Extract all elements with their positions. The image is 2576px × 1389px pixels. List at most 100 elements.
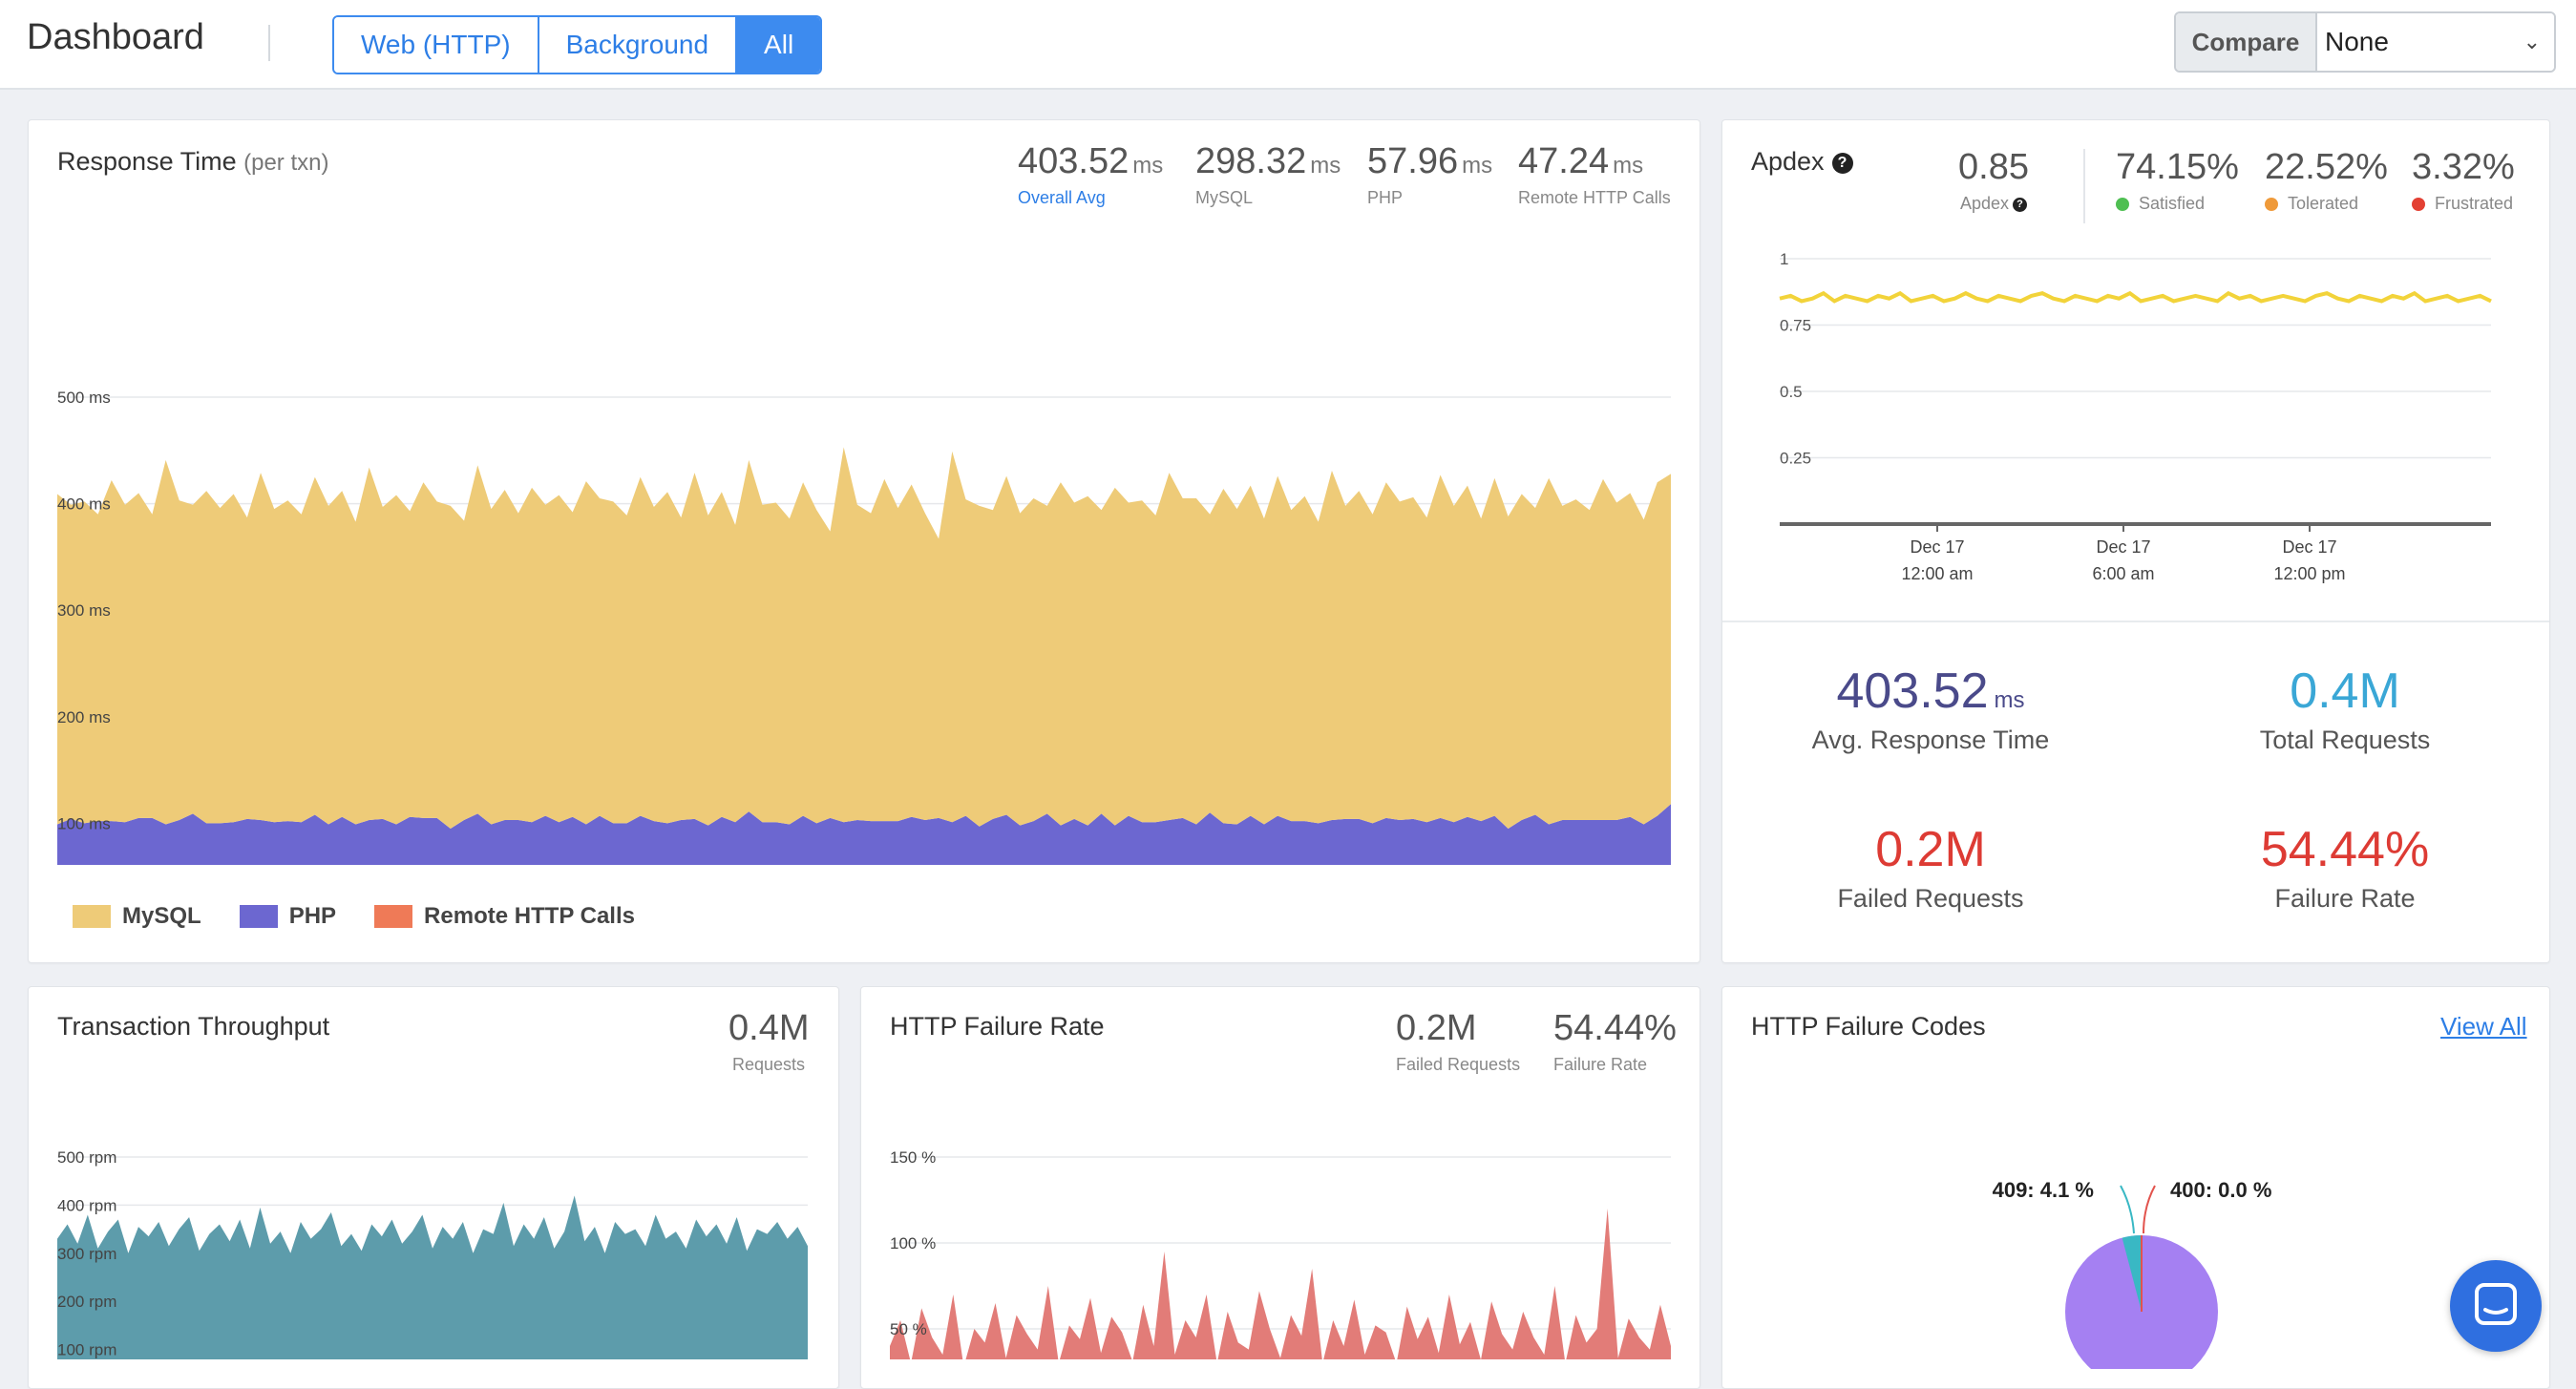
series-area-php[interactable] xyxy=(57,804,1671,865)
apdex-score-label: Apdex xyxy=(1959,194,2009,213)
response-time-title: Response Time (per txn) xyxy=(57,147,328,177)
summary-value: 403.52 xyxy=(1836,663,1989,719)
status-dot xyxy=(2116,198,2129,212)
http-failure-rate-title: HTTP Failure Rate xyxy=(890,1012,1105,1041)
help-icon[interactable]: ? xyxy=(2013,197,2027,212)
legend-label: PHP xyxy=(288,903,337,929)
throughput-chart[interactable]: 500 rpm 400 rpm 300 rpm 200 rpm 100 rpm xyxy=(29,1111,838,1359)
chat-support-button[interactable] xyxy=(2450,1260,2542,1352)
compare-control: Compare None ⌄ xyxy=(2174,11,2556,73)
metric-label: Failed Requests xyxy=(1396,1055,1521,1074)
metric-value: 47.24 xyxy=(1518,141,1610,181)
apdex-score-value: 0.85 xyxy=(1958,147,2029,187)
transaction-type-toggle: Web (HTTP) Background All xyxy=(332,15,823,74)
y-tick-label: 0.75 xyxy=(1780,317,1811,335)
compare-label: Compare xyxy=(2176,13,2317,71)
apdex-stat-label: Frustrated xyxy=(2435,194,2514,213)
metric-label: MySQL xyxy=(1195,188,1254,207)
failure-failure-rate: 54.44% Failure Rate xyxy=(1553,1008,1677,1075)
apdex-chart[interactable]: 1 0.75 0.5 0.25 Dec 17 12:00 am Dec 17 6:00 am D… xyxy=(1722,244,2549,626)
apdex-title-text: Apdex xyxy=(1751,147,1825,176)
apdex-frustrated: 3.32% Frustrated xyxy=(2412,147,2515,214)
metric-unit: ms xyxy=(1613,153,1644,179)
apdex-divider xyxy=(2083,149,2085,223)
legend-item-php[interactable]: PHP xyxy=(239,903,337,930)
x-tick-label: Dec 17 xyxy=(1910,537,1964,557)
series-area-mysql[interactable] xyxy=(57,447,1671,829)
metric-label: Failure Rate xyxy=(1553,1055,1648,1074)
response-time-legend: MySQL PHP Remote HTTP Calls xyxy=(73,903,673,930)
y-tick-label: 200 ms xyxy=(57,708,111,726)
series-area-throughput[interactable] xyxy=(57,1195,808,1359)
pie-label-409: 409: 4.1 % xyxy=(1993,1178,2094,1202)
view-all-link[interactable]: View All xyxy=(2440,1012,2527,1041)
apdex-stat-value: 3.32% xyxy=(2412,147,2515,187)
response-time-title-text: Response Time xyxy=(57,147,237,176)
metric-php: 57.96 ms PHP xyxy=(1367,141,1492,208)
x-tick-label: 6:00 am xyxy=(2092,564,2154,583)
summary-label: Failed Requests xyxy=(1837,884,2024,913)
response-time-card: Response Time (per txn) 403.52 ms Overall… xyxy=(28,119,1700,963)
metric-value: 0.4M xyxy=(728,1008,810,1048)
apdex-satisfied: 74.15% Satisfied xyxy=(2116,147,2239,214)
metric-overall-avg: 403.52 ms Overall Avg xyxy=(1018,141,1163,208)
summary-value: 54.44% xyxy=(2260,822,2430,877)
summary-unit: ms xyxy=(1994,687,2025,713)
help-icon[interactable]: ? xyxy=(1831,152,1853,174)
y-tick-label: 0.5 xyxy=(1780,383,1803,401)
tab-web-http[interactable]: Web (HTTP) xyxy=(334,17,539,73)
apdex-stat-value: 22.52% xyxy=(2265,147,2388,187)
y-tick-label: 200 rpm xyxy=(57,1293,116,1311)
tab-all[interactable]: All xyxy=(737,17,821,73)
metric-unit: ms xyxy=(1310,153,1341,179)
tab-background[interactable]: Background xyxy=(538,17,738,73)
status-dot xyxy=(2265,198,2278,212)
summary-label: Avg. Response Time xyxy=(1811,726,2050,754)
summary-value: 0.4M xyxy=(2290,663,2400,719)
y-tick-label: 500 ms xyxy=(57,389,111,407)
apdex-stat-label: Tolerated xyxy=(2288,194,2359,213)
apdex-stat-value: 74.15% xyxy=(2116,147,2239,187)
metric-value: 403.52 xyxy=(1018,141,1130,181)
failure-codes-pie-chart[interactable]: 409: 4.1 % 400: 0.0 % xyxy=(1722,1083,2549,1369)
page-title: Dashboard xyxy=(27,17,204,57)
series-area-failure-rate[interactable] xyxy=(890,1209,1671,1359)
throughput-card: Transaction Throughput 0.4M Requests 500… xyxy=(28,986,839,1389)
y-tick-label: 0.25 xyxy=(1780,450,1811,468)
pie-slice-409[interactable] xyxy=(2122,1235,2142,1312)
summary-avg-response-time: 403.52 ms Avg. Response Time xyxy=(1740,663,2122,755)
metric-unit: ms xyxy=(1462,153,1493,179)
y-tick-label: 50 % xyxy=(890,1320,927,1338)
compare-select[interactable]: None ⌄ xyxy=(2317,13,2554,71)
summary-total-requests: 0.4M Total Requests xyxy=(2154,663,2536,755)
response-time-subtitle: (per txn) xyxy=(243,150,329,176)
apdex-title: Apdex? xyxy=(1751,147,1853,177)
legend-label: Remote HTTP Calls xyxy=(424,903,635,929)
legend-label: MySQL xyxy=(122,903,201,929)
x-tick-label: Dec 17 xyxy=(2282,537,2336,557)
metric-remote-http: 47.24 ms Remote HTTP Calls xyxy=(1518,141,1671,208)
summary-label: Total Requests xyxy=(2259,726,2431,754)
chevron-down-icon: ⌄ xyxy=(2523,30,2541,53)
metric-label: Remote HTTP Calls xyxy=(1518,188,1671,207)
y-tick-label: 100 % xyxy=(890,1234,936,1252)
x-tick-label: Dec 17 xyxy=(2096,537,2150,557)
y-tick-label: 100 ms xyxy=(57,814,111,832)
summary-failure-rate: 54.44% Failure Rate xyxy=(2154,821,2536,914)
failure-rate-chart[interactable]: 150 % 100 % 50 % xyxy=(861,1111,1700,1359)
throughput-requests: 0.4M Requests xyxy=(728,1008,810,1075)
y-tick-label: 100 rpm xyxy=(57,1341,116,1359)
apdex-score: 0.85 Apdex? xyxy=(1958,147,2029,214)
y-tick-label: 1 xyxy=(1780,250,1788,268)
top-bar: Dashboard Web (HTTP) Background All Comp… xyxy=(0,0,2576,90)
legend-item-remote-http[interactable]: Remote HTTP Calls xyxy=(374,903,635,930)
failure-failed-requests: 0.2M Failed Requests xyxy=(1396,1008,1520,1075)
metric-label[interactable]: Overall Avg xyxy=(1018,188,1106,207)
y-tick-label: 300 ms xyxy=(57,601,111,620)
y-tick-label: 150 % xyxy=(890,1148,936,1167)
metric-label: Requests xyxy=(731,1055,805,1074)
http-failure-codes-title: HTTP Failure Codes xyxy=(1751,1012,1986,1041)
legend-item-mysql[interactable]: MySQL xyxy=(73,903,201,930)
series-line-apdex[interactable] xyxy=(1779,290,2492,304)
